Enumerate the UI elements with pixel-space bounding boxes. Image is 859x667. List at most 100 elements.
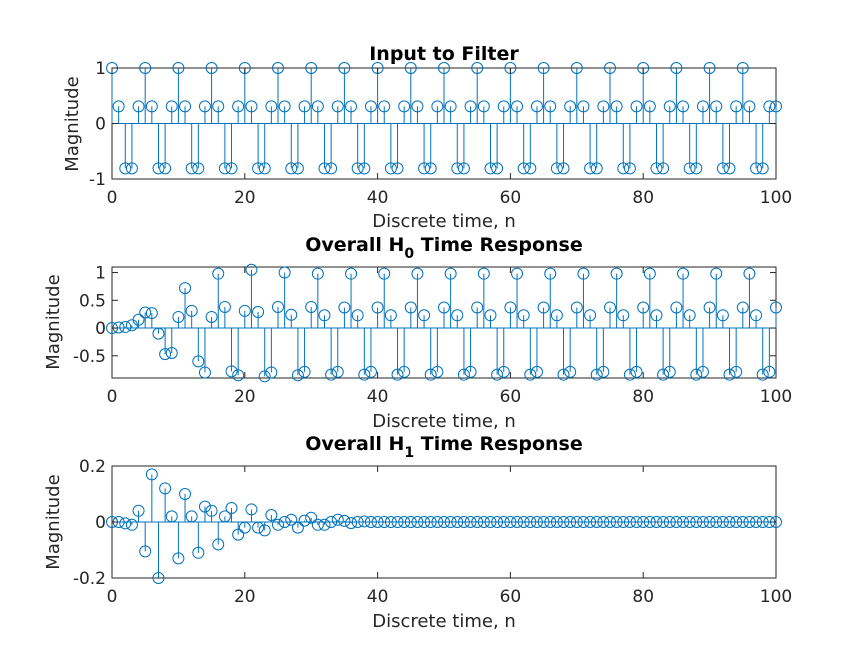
stem-marker	[716, 516, 729, 528]
stem-marker	[378, 516, 391, 528]
stem-marker	[444, 100, 457, 113]
stem-marker	[311, 100, 324, 113]
x-axis-label: Discrete time, n	[372, 411, 516, 432]
stem-marker	[345, 267, 358, 280]
stem-marker	[358, 515, 371, 528]
stem-marker	[145, 307, 158, 320]
stem-marker	[331, 100, 344, 113]
stem-marker	[152, 327, 165, 340]
x-axis-label: Discrete time, n	[372, 211, 516, 232]
y-tick-label: 1	[95, 59, 106, 79]
x-tick-label: 40	[367, 188, 389, 208]
stem-marker	[670, 516, 683, 528]
stem-marker	[205, 310, 218, 323]
stem-marker	[159, 482, 172, 495]
stem-marker	[311, 518, 324, 531]
stem-marker	[537, 301, 550, 314]
stem-marker	[325, 162, 338, 175]
stem-marker	[471, 516, 484, 528]
stem-marker	[305, 511, 318, 524]
stem-marker	[198, 500, 211, 513]
x-tick-label: 60	[500, 387, 522, 407]
stem-marker	[517, 162, 530, 175]
stem-marker	[139, 62, 152, 74]
stem-marker	[119, 320, 132, 333]
stem-marker	[683, 162, 696, 175]
stem-marker	[398, 516, 411, 528]
stem-marker	[132, 100, 145, 113]
stem-marker	[272, 300, 284, 313]
stem-marker	[192, 162, 205, 175]
stems	[106, 263, 782, 383]
stem-marker	[524, 368, 537, 381]
stem-marker	[663, 100, 676, 113]
stem-marker	[212, 538, 225, 551]
stem-marker	[345, 100, 358, 113]
stem-marker	[716, 309, 729, 322]
stem-marker	[258, 162, 271, 175]
stem-marker	[424, 516, 437, 528]
stem-marker	[444, 516, 457, 528]
stem-marker	[338, 62, 351, 74]
stem-marker	[577, 267, 590, 280]
stem-marker	[285, 513, 298, 526]
x-tick-label: 20	[234, 188, 256, 208]
stem-marker	[464, 516, 477, 528]
stem-marker	[431, 516, 444, 528]
stem-marker	[278, 266, 291, 279]
stem-marker	[504, 301, 517, 314]
stem-marker	[657, 516, 670, 528]
ticks: 0 20 40 60 80 100-101	[89, 59, 792, 208]
stem-marker	[245, 100, 258, 113]
stem-marker	[278, 516, 291, 528]
stem-marker	[364, 516, 377, 528]
stem-marker	[371, 301, 384, 314]
stem-marker	[657, 162, 670, 175]
x-tick-label: 40	[367, 587, 389, 607]
stem-marker	[258, 370, 271, 383]
stem-marker	[677, 516, 690, 528]
stem-marker	[677, 100, 690, 113]
stem-marker	[119, 517, 132, 530]
stem-marker	[185, 162, 198, 175]
stem-marker	[165, 347, 178, 360]
stem-marker	[677, 267, 690, 280]
y-tick-label: 0	[95, 319, 106, 339]
stem-marker	[736, 301, 749, 314]
stem-marker	[245, 503, 258, 516]
stem-marker	[351, 309, 364, 322]
stem-marker	[770, 100, 782, 113]
ticks: 0 20 40 60 80 100-0.500.51	[73, 264, 792, 407]
x-tick-label: 100	[760, 587, 792, 607]
stem-marker	[139, 545, 152, 558]
stem-marker	[285, 308, 298, 321]
stem-marker	[471, 301, 484, 314]
stem-marker	[411, 267, 424, 280]
stem-marker	[544, 516, 557, 528]
stem-marker	[192, 546, 205, 559]
stem-marker	[770, 301, 782, 314]
stem-marker	[743, 516, 756, 528]
stem-marker	[238, 521, 251, 534]
x-tick-label: 80	[632, 188, 654, 208]
y-tick-label: 1	[95, 264, 106, 284]
stem-marker	[378, 100, 391, 113]
stem-marker	[650, 516, 663, 528]
stem-marker	[557, 162, 570, 175]
stem-marker	[431, 365, 444, 378]
stem-marker	[690, 368, 703, 381]
stem-marker	[590, 368, 603, 381]
stem-marker	[218, 162, 231, 175]
y-tick-label: 0.5	[79, 291, 106, 311]
stem-marker	[497, 516, 510, 528]
stem-marker	[750, 309, 763, 322]
stem-marker	[610, 516, 623, 528]
stem-marker	[205, 62, 218, 74]
stem-marker	[663, 365, 676, 378]
stem-marker	[484, 309, 497, 322]
y-tick-label: 0	[95, 513, 106, 533]
stem-marker	[650, 162, 663, 175]
stem-marker	[511, 100, 524, 113]
stem-marker	[384, 309, 397, 322]
stem-marker	[378, 267, 391, 280]
